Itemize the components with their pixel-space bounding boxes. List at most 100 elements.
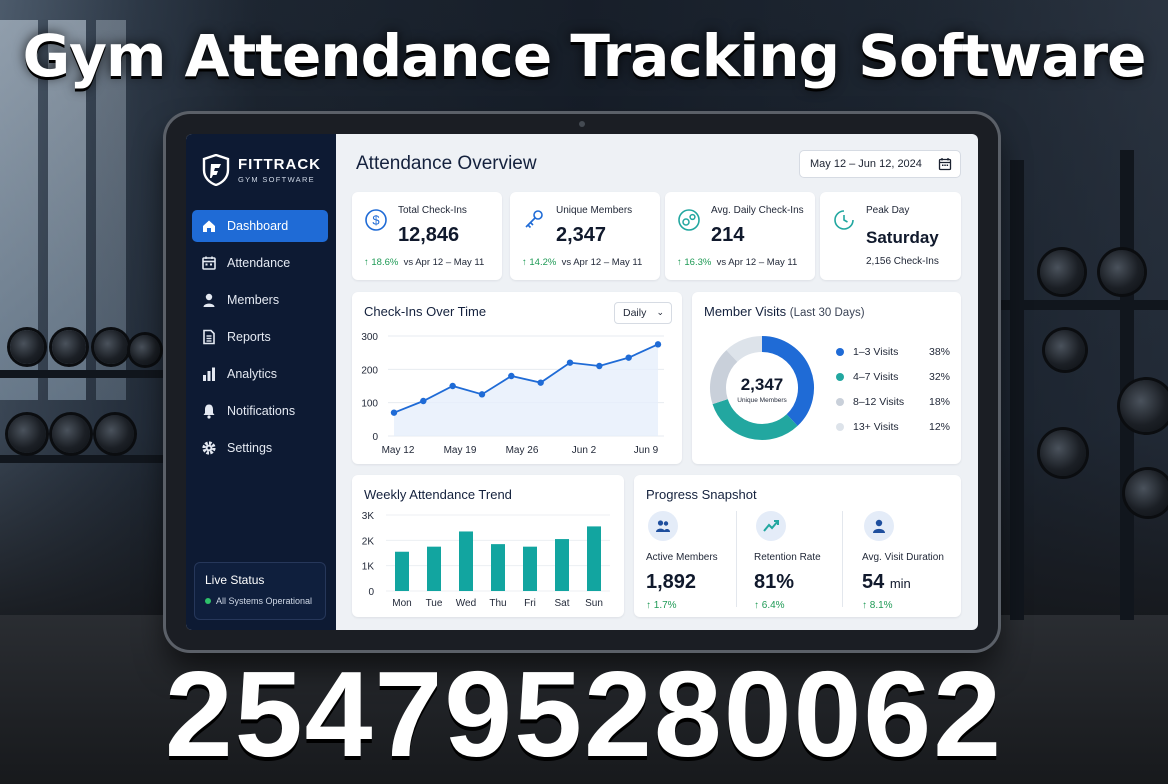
sidebar-item-label: Attendance [227,256,291,270]
document-icon [201,329,217,345]
bar [459,531,473,591]
activity-icon [678,209,700,231]
metric-label: Retention Rate [754,552,821,563]
gear-icon [201,440,217,456]
weight-plate [1100,250,1144,294]
sidebar-item-analytics[interactable]: Analytics [192,358,328,390]
bar [523,546,537,591]
weight-plate [1040,430,1086,476]
data-point [449,382,456,390]
brand-name: FITTRACK [238,156,321,173]
interval-select-value: Daily [623,307,647,319]
legend-dot [836,398,844,406]
sidebar-item-dashboard[interactable]: Dashboard [192,210,328,242]
home-icon [201,218,217,234]
weight-plate [52,330,86,364]
x-tick-label: Sun [585,598,603,609]
stat-sub: 2,156 Check-Ins [866,256,939,267]
sidebar-item-attendance[interactable]: Attendance [192,247,328,279]
y-tick-label: 200 [361,365,378,376]
legend-dot [836,348,844,356]
data-point [508,372,515,380]
sidebar-item-label: Analytics [227,367,278,381]
stat-value: 12,846 [398,224,460,246]
weight-plate [8,415,46,453]
metric-label: Active Members [646,552,718,563]
sidebar-item-notifications[interactable]: Notifications [192,395,328,427]
legend-value: 12% [928,421,950,433]
data-point [654,341,662,348]
y-tick-label: 2K [362,536,375,547]
weight-plate [1045,330,1085,370]
divider [736,511,737,607]
headline: Gym Attendance Tracking Software [22,22,1147,90]
x-tick-label: Mon [392,598,411,609]
series-line [393,343,659,414]
legend-item: 8–12 Visits 18% [836,396,950,408]
legend-value: 38% [928,346,950,358]
y-tick-label: 0 [372,432,378,443]
brand-tagline: GYM SOFTWARE [238,175,315,184]
x-tick-label: Jun 9 [634,445,659,456]
card-title: Check-Ins Over Time [364,304,487,319]
stat-label: Peak Day [866,205,910,216]
legend-label: 8–12 Visits [853,396,905,408]
card-title: Progress Snapshot [646,487,757,502]
donut-slice [761,336,814,426]
x-tick-label: May 26 [506,445,539,456]
metric-retention-rate: Retention Rate 81% ↑ 6.4% [754,511,854,611]
sidebar-item-reports[interactable]: Reports [192,321,328,353]
donut-slice [726,336,763,363]
sidebar-item-label: Reports [227,330,271,344]
stat-delta: ↑ 18.6% [364,257,399,268]
sidebar-nav: Dashboard Attendance Members [192,210,328,469]
y-tick-label: 3K [362,511,375,522]
date-range-value: May 12 – Jun 12, 2024 [810,158,922,170]
x-tick-label: Wed [456,598,476,609]
donut-center-value: 2,347 [741,375,784,394]
checkins-over-time-card: Check-Ins Over Time Daily ⌄ 0 100 200 300 Ma… [352,292,682,464]
person-icon [201,292,217,308]
metric-active-members: Active Members 1,892 ↑ 1.7% [646,511,746,611]
metric-delta: ↑ 6.4% [754,600,785,611]
stat-delta: ↑ 16.3% [677,257,712,268]
interval-select[interactable]: Daily ⌄ [614,302,672,324]
y-tick-label: 100 [361,399,378,410]
main-content: Attendance Overview May 12 – Jun 12, 202… [336,134,978,630]
metric-value: 54 [862,571,885,593]
sidebar-item-members[interactable]: Members [192,284,328,316]
stat-delta: ↑ 14.2% [522,257,557,268]
data-point [478,391,486,398]
data-point [420,397,427,405]
svg-text:$: $ [372,213,380,228]
x-tick-label: May 19 [444,445,477,456]
stat-value: Saturday [866,228,939,247]
sidebar-item-label: Notifications [227,404,296,418]
metric-avg-visit-duration: Avg. Visit Duration 54 min ↑ 8.1% [862,511,962,611]
x-tick-label: May 12 [382,445,415,456]
data-point [566,359,574,366]
bar [587,526,601,591]
key-icon [525,210,543,229]
chevron-down-icon: ⌄ [656,307,664,317]
legend-dot [836,373,844,381]
legend-item: 4–7 Visits 32% [836,371,950,383]
live-status-panel: Live Status All Systems Operational [194,562,326,620]
donut-slice [712,398,798,440]
sidebar-item-settings[interactable]: Settings [192,432,328,464]
card-title: Member Visits [704,304,787,319]
y-tick-label: 0 [368,587,374,598]
shield-logo-icon [202,154,230,186]
user-icon [864,511,894,541]
weight-plate [1040,250,1084,294]
x-tick-label: Tue [426,598,443,609]
sidebar: FITTRACK GYM SOFTWARE Dashboard Attendan… [186,134,336,630]
weight-plate [96,415,134,453]
stat-value: 2,347 [556,224,607,246]
legend-label: 13+ Visits [853,421,899,433]
bar-chart-icon [201,366,217,382]
stat-compare: vs Apr 12 – May 11 [561,257,643,268]
weight-plate [94,330,128,364]
stat-card-unique-members: Unique Members 2,347 ↑ 14.2% vs Apr 12 –… [510,192,660,280]
date-range-picker[interactable]: May 12 – Jun 12, 2024 [799,150,961,178]
